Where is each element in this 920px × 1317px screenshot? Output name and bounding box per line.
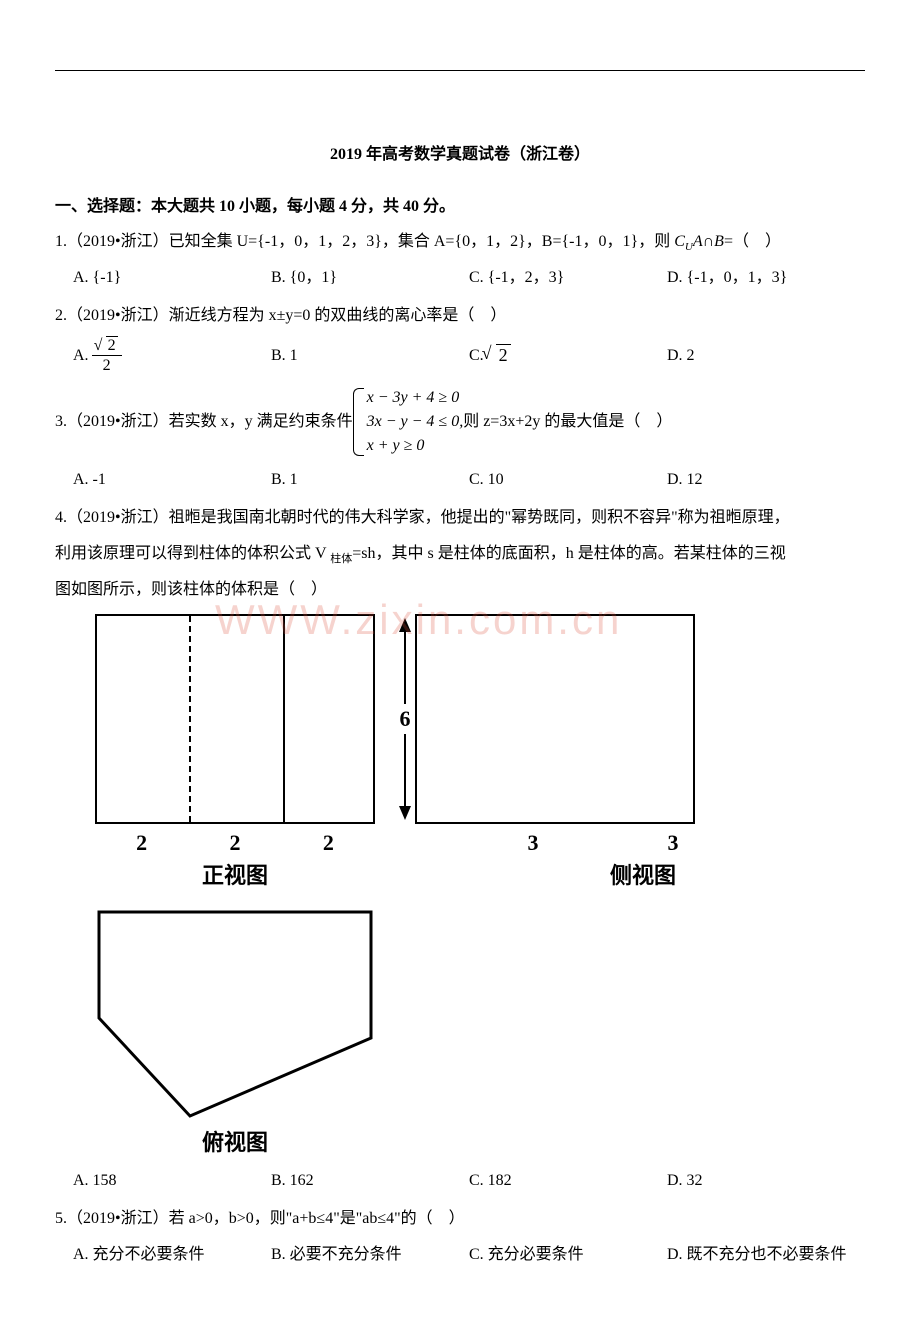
q5-options: A. 充分不必要条件 B. 必要不充分条件 C. 充分必要条件 D. 既不充分也… xyxy=(73,1239,865,1271)
q2-a-fraction: √2 2 xyxy=(92,336,122,375)
dim-line-upper xyxy=(404,632,406,704)
q4-opt-b: B. 162 xyxy=(271,1165,469,1197)
front-dim-3: 2 xyxy=(282,830,375,856)
question-1: 1.（2019•浙江）已知全集 U={-1，0，1，2，3}，集合 A={0，1… xyxy=(55,226,865,258)
q3-opt-b: B. 1 xyxy=(271,464,469,496)
front-view-box xyxy=(95,614,375,824)
side-dims: 3 3 xyxy=(463,830,743,856)
top-view-label: 俯视图 xyxy=(95,1125,375,1157)
q3-text-b: 则 z=3x+2y 的最大值是（ ） xyxy=(463,409,672,435)
q1-opt-d: D. {-1，0，1，3} xyxy=(667,262,865,294)
q1-opt-c: C. {-1，2，3} xyxy=(469,262,667,294)
height-dimension: 6 xyxy=(399,614,411,824)
front-view-label: 正视图 xyxy=(95,858,375,890)
q2-a-prefix: A. xyxy=(73,343,89,369)
q3-sys-3: x + y ≥ 0 xyxy=(367,434,464,458)
up-arrow-icon xyxy=(399,618,411,632)
q1-math-ab: A∩B xyxy=(693,233,724,250)
q5-opt-c: C. 充分必要条件 xyxy=(469,1239,667,1271)
side-dim-2: 3 xyxy=(603,830,743,856)
q3-sys-2: 3x − y − 4 ≤ 0, xyxy=(367,410,464,434)
front-solid-line xyxy=(283,616,285,822)
top-view-shape xyxy=(95,908,375,1123)
q3-options: A. -1 B. 1 C. 10 D. 12 xyxy=(73,464,865,496)
question-3: 3.（2019•浙江）若实数 x，y 满足约束条件 x − 3y + 4 ≥ 0… xyxy=(55,386,865,458)
q4-opt-a: A. 158 xyxy=(73,1165,271,1197)
q2-opt-c: C. √2 xyxy=(469,341,667,370)
q4-opt-c: C. 182 xyxy=(469,1165,667,1197)
header-rule xyxy=(55,70,865,71)
front-view-block xyxy=(95,614,375,824)
q1-math-c: C xyxy=(674,233,685,250)
q3-opt-c: C. 10 xyxy=(469,464,667,496)
views-row-1: 6 xyxy=(95,614,865,824)
q2-opt-a: A. √2 2 xyxy=(73,336,271,375)
dim-6-value: 6 xyxy=(400,706,411,732)
q2-options: A. √2 2 B. 1 C. √2 D. 2 xyxy=(73,336,865,375)
front-dim-1: 2 xyxy=(95,830,188,856)
q4-l2a: 利用该原理可以得到柱体的体积公式 V xyxy=(55,545,330,562)
q2-opt-d: D. 2 xyxy=(667,343,865,369)
down-arrow-icon xyxy=(399,806,411,820)
q2-c-sqrt: √2 xyxy=(484,341,511,370)
q4-options: A. 158 B. 162 C. 182 D. 32 xyxy=(73,1165,865,1197)
front-dims: 2 2 2 xyxy=(95,830,375,856)
q4-l2-sub: 柱体 xyxy=(330,553,352,565)
q1-text-b: =（ ） xyxy=(724,233,781,250)
document-page: 2019 年高考数学真题试卷（浙江卷） 一、选择题：本大题共 10 小题，每小题… xyxy=(0,0,920,1317)
three-views-figure: WWW.zixin.com.cn 6 2 2 xyxy=(95,614,865,1157)
question-4-line3: 图如图所示，则该柱体的体积是（ ） xyxy=(55,574,865,606)
q3-system: x − 3y + 4 ≥ 0 3x − y − 4 ≤ 0, x + y ≥ 0 xyxy=(353,386,464,458)
exam-title: 2019 年高考数学真题试卷（浙江卷） xyxy=(55,140,865,164)
q2-a-den: 2 xyxy=(99,356,115,375)
dim-line-lower xyxy=(404,734,406,806)
q2-opt-b: B. 1 xyxy=(271,343,469,369)
pentagon-icon xyxy=(99,912,371,1116)
front-dim-2: 2 xyxy=(188,830,281,856)
q2-a-num: √2 xyxy=(92,336,122,356)
side-view-block xyxy=(415,614,695,824)
side-dim-1: 3 xyxy=(463,830,603,856)
top-view-block: 俯视图 xyxy=(95,908,865,1157)
q5-opt-b: B. 必要不充分条件 xyxy=(271,1239,469,1271)
section-1-heading: 一、选择题：本大题共 10 小题，每小题 4 分，共 40 分。 xyxy=(55,192,865,216)
q5-opt-a: A. 充分不必要条件 xyxy=(73,1239,271,1271)
q1-opt-b: B. {0，1} xyxy=(271,262,469,294)
q3-text-a: 3.（2019•浙江）若实数 x，y 满足约束条件 xyxy=(55,409,353,435)
view-labels-row: 正视图 侧视图 xyxy=(95,856,865,890)
q1-sub-u: U xyxy=(685,241,693,253)
q5-opt-d: D. 既不充分也不必要条件 xyxy=(667,1239,865,1271)
question-4-line2: 利用该原理可以得到柱体的体积公式 V 柱体=sh，其中 s 是柱体的底面积，h … xyxy=(55,538,865,570)
top-view-svg xyxy=(95,908,375,1123)
side-view-box xyxy=(415,614,695,824)
question-4-line1: 4.（2019•浙江）祖暅是我国南北朝时代的伟大科学家，他提出的"幂势既同，则积… xyxy=(55,502,865,534)
q4-l2b: =sh，其中 s 是柱体的底面积，h 是柱体的高。若某柱体的三视 xyxy=(352,545,785,562)
question-2: 2.（2019•浙江）渐近线方程为 x±y=0 的双曲线的离心率是（ ） xyxy=(55,300,865,332)
question-5: 5.（2019•浙江）若 a>0，b>0，则"a+b≤4"是"ab≤4"的（ ） xyxy=(55,1203,865,1235)
front-dash-line xyxy=(189,616,191,822)
q1-options: A. {-1} B. {0，1} C. {-1，2，3} D. {-1，0，1，… xyxy=(73,262,865,294)
q4-opt-d: D. 32 xyxy=(667,1165,865,1197)
q3-opt-d: D. 12 xyxy=(667,464,865,496)
q1-text-a: 1.（2019•浙江）已知全集 U={-1，0，1，2，3}，集合 A={0，1… xyxy=(55,233,674,250)
dimension-row: 2 2 2 3 3 xyxy=(95,830,865,856)
side-view-label: 侧视图 xyxy=(503,858,783,890)
q1-opt-a: A. {-1} xyxy=(73,262,271,294)
q3-sys-1: x − 3y + 4 ≥ 0 xyxy=(367,386,464,410)
q3-opt-a: A. -1 xyxy=(73,464,271,496)
